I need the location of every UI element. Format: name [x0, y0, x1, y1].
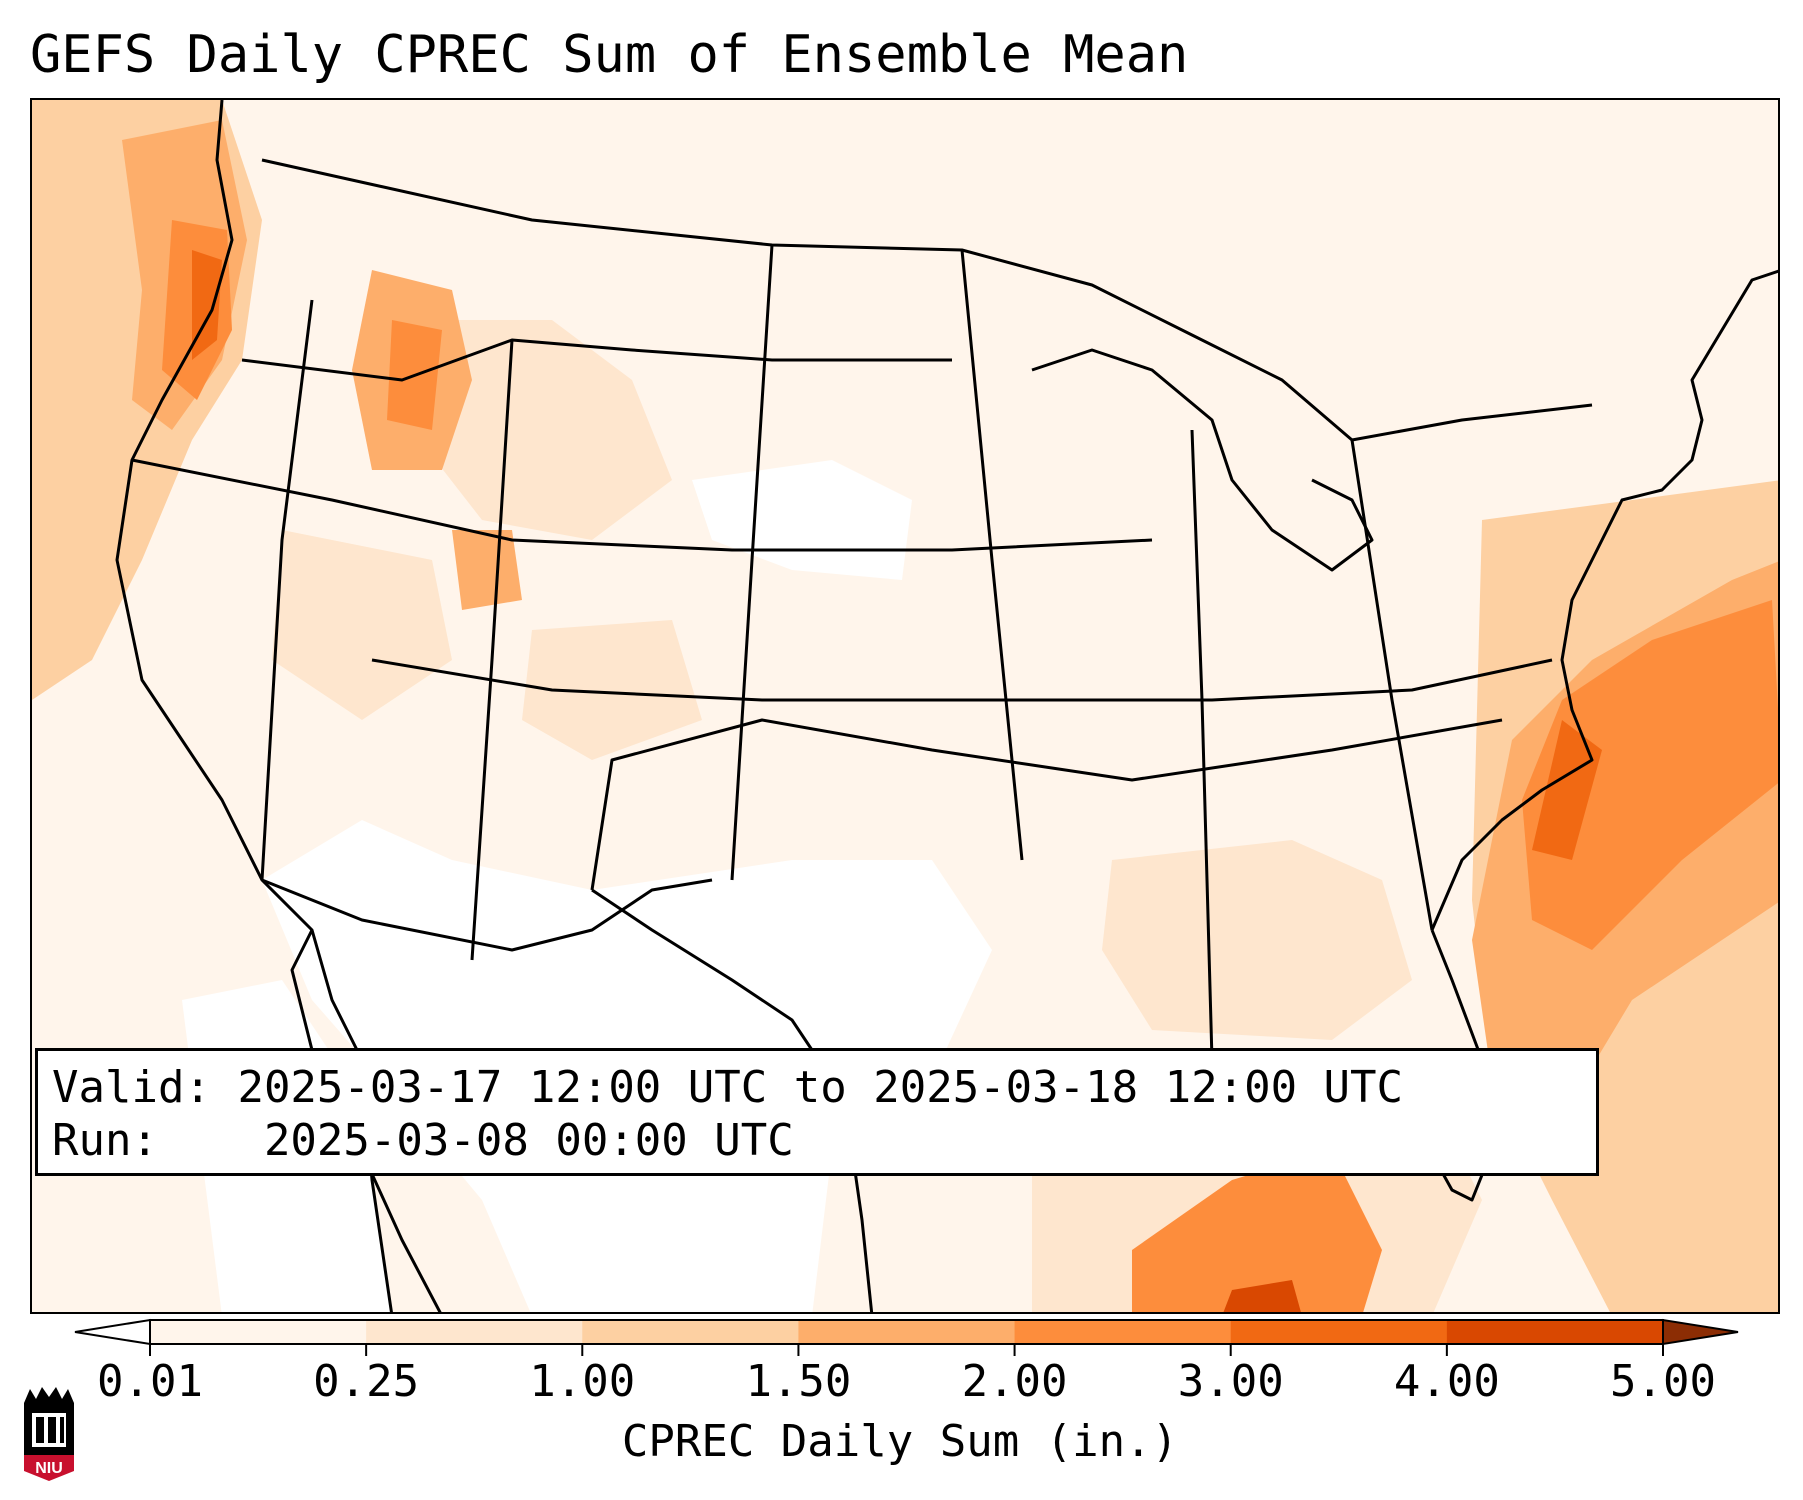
state-line-north-south-5 — [1190, 429, 1214, 1061]
colorbar-segment — [1230, 1320, 1448, 1344]
run-line: Run: 2025-03-08 00:00 UTC — [52, 1114, 1582, 1167]
precip-utah — [452, 530, 522, 610]
colorbar-segment — [150, 1320, 367, 1344]
map-panel — [30, 98, 1780, 1314]
niu-logo: NIU — [24, 1387, 74, 1481]
colorbar-label: CPREC Daily Sum (in.) — [621, 1416, 1179, 1467]
colorbar-over-arrow — [1662, 1318, 1739, 1346]
colorbar-tick-label: 0.01 — [97, 1356, 203, 1407]
colorbar-tick-label: 0.25 — [313, 1356, 420, 1407]
state-line-north-south-3 — [730, 244, 774, 881]
colorbar-segment — [798, 1320, 1016, 1344]
state-line-north-south-1 — [260, 299, 314, 881]
state-line-north-south-4 — [960, 249, 1024, 861]
colorbar-segment — [582, 1320, 799, 1344]
pacific-coastline — [115, 100, 393, 1312]
great-basin-border — [131, 458, 1153, 552]
valid-line: Valid: 2025-03-17 12:00 UTC to 2025-03-1… — [52, 1061, 1582, 1114]
colorbar — [74, 1318, 1739, 1356]
colorbar-tick-label: 3.00 — [1177, 1356, 1284, 1407]
geographic-boundaries — [115, 100, 1778, 1312]
light-precip-rockies — [412, 320, 672, 540]
colorbar-tick-label: 1.50 — [745, 1356, 852, 1407]
colorbar-under-arrow — [74, 1318, 151, 1346]
state-line-north-south-2 — [470, 339, 514, 961]
run-label: Run: — [52, 1115, 158, 1166]
northern-rockies-border — [241, 338, 952, 382]
colorbar-segment — [366, 1320, 583, 1344]
colorbar-outline — [149, 1319, 1664, 1345]
canada-us-border — [261, 158, 1593, 442]
map-title: GEFS Daily CPREC Sum of Ensemble Mean — [30, 25, 1189, 85]
southern-plains-border — [590, 718, 1503, 891]
southwest-border — [261, 878, 713, 952]
great-lakes-outline — [1031, 348, 1374, 572]
light-precip-great-basin — [272, 530, 452, 720]
state-line-north-south-6 — [1350, 439, 1434, 931]
precip-gulf-band — [1132, 1150, 1382, 1312]
precip-atlantic-peak — [1532, 720, 1602, 860]
light-precip-colorado — [522, 620, 702, 760]
light-precip-southeast — [1102, 840, 1412, 1040]
central-plains-border — [371, 658, 1553, 702]
dry-area-plains — [692, 460, 912, 580]
colorbar-segment — [1014, 1320, 1232, 1344]
colorbar-tick-label: 4.00 — [1393, 1356, 1500, 1407]
colorbar-segment — [1446, 1320, 1664, 1344]
valid-label: Valid: — [52, 1062, 211, 1113]
run-value: 2025-03-08 00:00 UTC — [263, 1115, 794, 1166]
atlantic-coastline — [1430, 269, 1778, 931]
precip-atlantic-core — [1522, 600, 1778, 950]
colorbar-segments — [74, 1318, 1739, 1356]
precip-gulf-peak — [1223, 1280, 1301, 1312]
colorbar-tick-label: 5.00 — [1610, 1356, 1716, 1407]
svg-text:NIU: NIU — [35, 1460, 63, 1477]
valid-value: 2025-03-17 12:00 UTC to 2025-03-18 12:00… — [237, 1062, 1404, 1113]
validity-info-box: Valid: 2025-03-17 12:00 UTC to 2025-03-1… — [35, 1048, 1599, 1176]
colorbar-tick-label: 2.00 — [961, 1356, 1068, 1407]
colorbar-tick-label: 1.00 — [529, 1356, 636, 1407]
